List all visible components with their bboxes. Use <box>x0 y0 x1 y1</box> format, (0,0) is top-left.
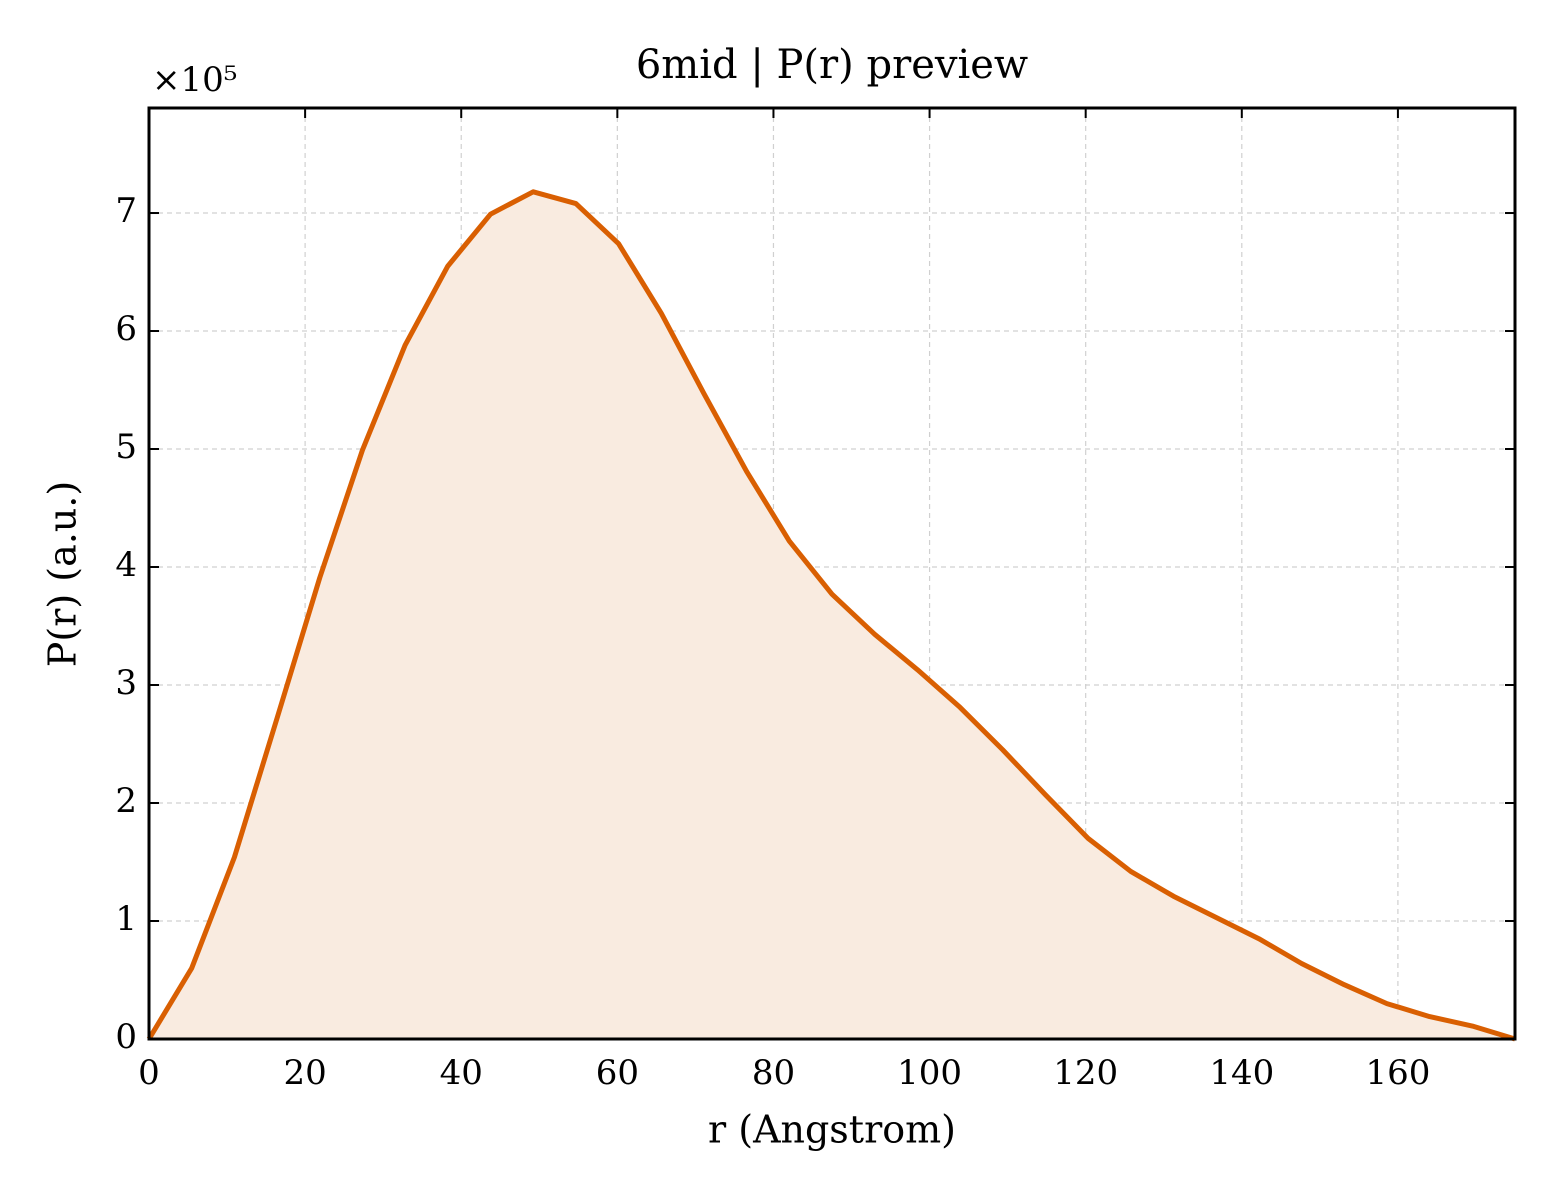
x-tick-label: 100 <box>897 1053 962 1093</box>
y-tick-label: 3 <box>115 663 137 703</box>
area-fill <box>149 191 1515 1039</box>
y-tick-label: 2 <box>115 781 137 821</box>
y-axis-label: P(r) (a.u.) <box>41 481 85 667</box>
x-tick-label: 120 <box>1053 1053 1118 1093</box>
x-tick-label: 20 <box>283 1053 326 1093</box>
x-tick-label: 40 <box>440 1053 483 1093</box>
x-tick-label: 160 <box>1365 1053 1430 1093</box>
line <box>146 189 1516 1042</box>
y-tick-label: 6 <box>115 309 137 349</box>
plot-frame <box>147 106 1517 1041</box>
y-tick-label: 0 <box>115 1017 137 1057</box>
y-tick-label: 5 <box>115 427 137 467</box>
chart-title: 6mid | P(r) preview <box>636 42 1028 88</box>
y-tick-label: 7 <box>115 191 137 231</box>
x-tick-label: 80 <box>752 1053 795 1093</box>
y-tick-label: 4 <box>115 545 137 585</box>
y-tick-label: 1 <box>115 899 137 939</box>
y-offset-label: ×10⁵ <box>152 60 237 100</box>
x-tick-label: 0 <box>138 1053 160 1093</box>
x-axis-label: r (Angstrom) <box>708 1108 956 1152</box>
x-tick-label: 140 <box>1209 1053 1274 1093</box>
x-tick-label: 60 <box>596 1053 639 1093</box>
